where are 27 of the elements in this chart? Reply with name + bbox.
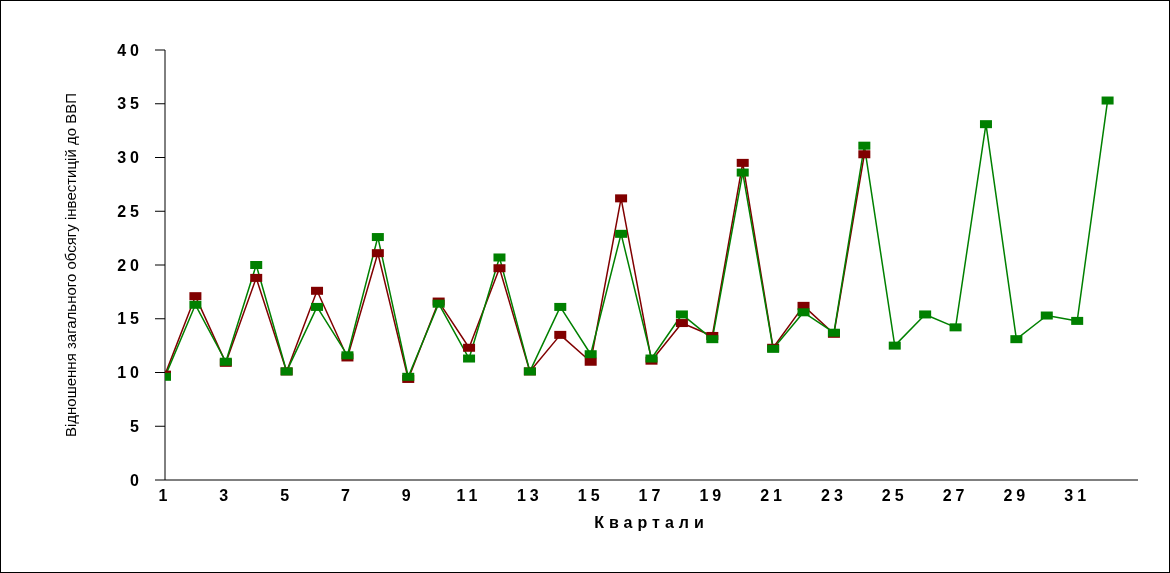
x-tick-label: 31: [1064, 487, 1091, 505]
x-tick-label: 7: [340, 487, 354, 505]
x-tick-label: 19: [699, 487, 726, 505]
x-tick-label: 29: [1003, 487, 1030, 505]
x-axis-title: Квартали: [594, 514, 709, 531]
x-tick-label: 1: [158, 487, 172, 505]
x-tick-label: 21: [760, 487, 787, 505]
x-tick-label: 3: [219, 487, 233, 505]
x-tick-label: 23: [821, 487, 847, 505]
y-tick-label: 0: [130, 471, 143, 489]
x-tick-label: 17: [638, 487, 665, 505]
y-tick-label: 35: [117, 95, 143, 113]
x-tick-label: 13: [516, 487, 543, 505]
x-tick-label: 9: [401, 487, 415, 505]
y-tick-label: 25: [117, 202, 143, 220]
x-tick-label: 27: [942, 487, 969, 505]
x-tick-label: 25: [881, 487, 908, 505]
y-tick-label: 20: [117, 256, 143, 274]
y-axis-title: Відношення загального обсягу інвестицій до ВВП: [62, 92, 80, 438]
y-tick-label: 5: [130, 417, 143, 435]
y-tick-label: 10: [117, 364, 143, 382]
x-tick-label: 15: [577, 487, 604, 505]
y-tick-label: 40: [117, 41, 143, 59]
x-tick-label: 5: [280, 487, 294, 505]
x-tick-label: 11: [456, 487, 482, 505]
y-tick-label: 15: [117, 310, 143, 328]
y-tick-label: 30: [117, 149, 143, 167]
